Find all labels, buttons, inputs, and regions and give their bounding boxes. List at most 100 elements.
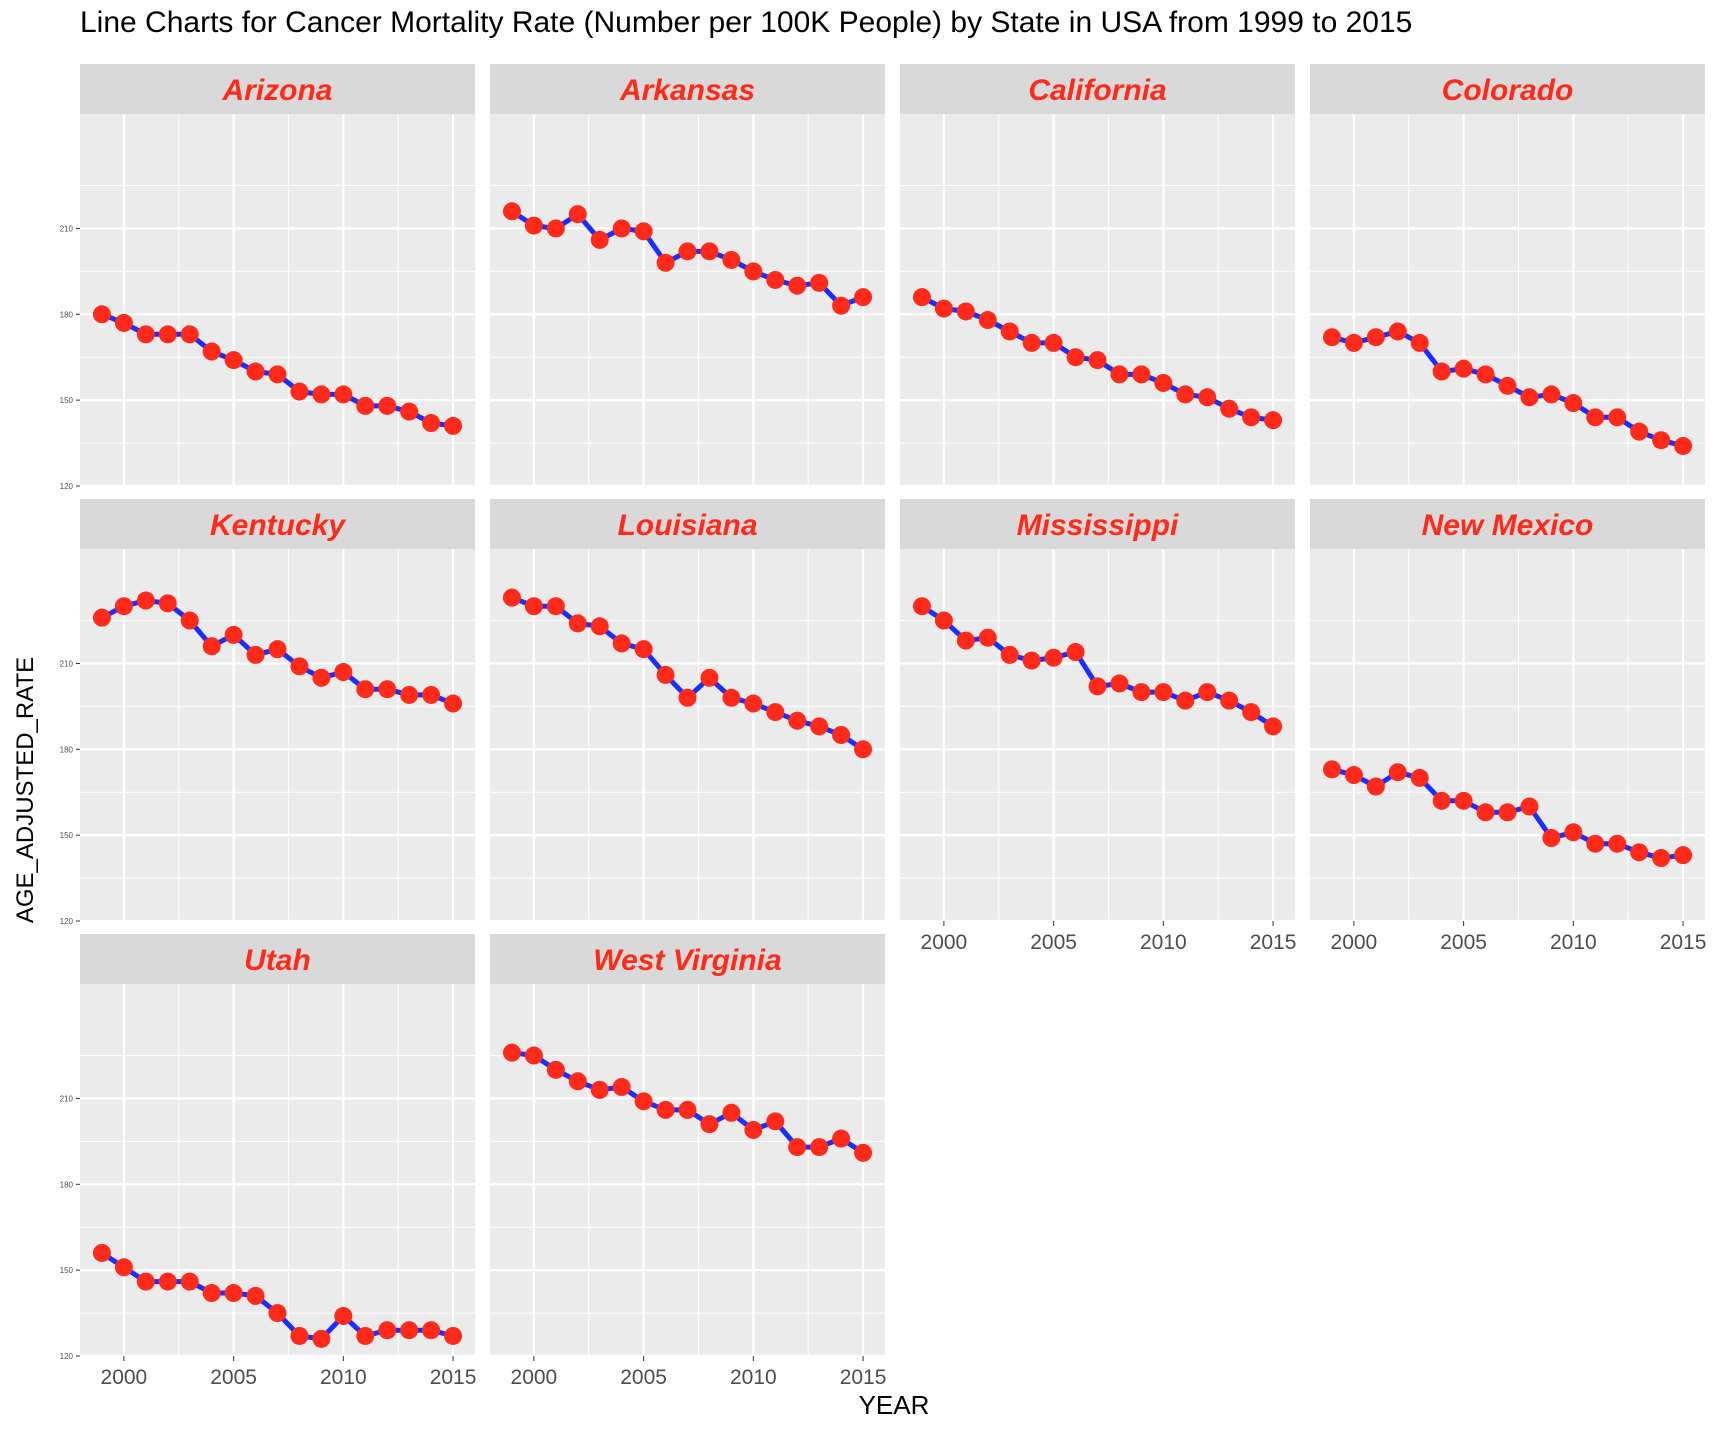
data-point: [136, 1272, 155, 1291]
data-point: [334, 663, 353, 682]
data-point: [832, 296, 851, 315]
y-tick-label: 210: [60, 224, 74, 233]
data-point: [524, 1046, 543, 1065]
data-point: [1242, 703, 1261, 722]
data-point: [1542, 829, 1561, 848]
strip-label: New Mexico: [1422, 509, 1594, 542]
strip-background: [900, 64, 1295, 114]
data-point: [444, 416, 463, 435]
data-point: [956, 302, 975, 321]
data-point: [1608, 834, 1627, 853]
data-point: [912, 597, 931, 616]
data-point: [1432, 362, 1451, 381]
data-point: [1454, 791, 1473, 810]
strip-background: [80, 499, 475, 549]
data-point: [1388, 763, 1407, 782]
data-point: [1520, 388, 1539, 407]
y-tick-label: 150: [60, 831, 74, 840]
data-point: [136, 591, 155, 610]
data-point: [312, 385, 331, 404]
data-point: [810, 1138, 829, 1157]
facet-panel-colorado: Colorado: [1310, 64, 1705, 488]
data-point: [158, 1272, 177, 1291]
data-point: [1044, 333, 1063, 352]
data-point: [568, 205, 587, 224]
data-point: [678, 688, 697, 707]
data-point: [1154, 373, 1173, 392]
data-point: [246, 1286, 265, 1305]
data-point: [1476, 803, 1495, 822]
x-tick-label: 2000: [511, 1366, 558, 1389]
panel-background: [490, 114, 885, 486]
data-point: [590, 230, 609, 249]
data-point: [766, 270, 785, 289]
data-point: [114, 597, 133, 616]
strip-background: [80, 64, 475, 114]
data-point: [524, 597, 543, 616]
data-point: [590, 617, 609, 636]
data-point: [1022, 651, 1041, 670]
data-point: [356, 396, 375, 415]
data-point: [202, 1284, 221, 1303]
strip-label: Colorado: [1442, 74, 1574, 107]
data-point: [1088, 677, 1107, 696]
data-point: [378, 396, 397, 415]
data-point: [678, 242, 697, 261]
data-point: [444, 694, 463, 713]
panel-background: [80, 114, 475, 486]
data-point: [1674, 436, 1693, 455]
data-point: [502, 1043, 521, 1062]
strip-background: [80, 934, 475, 984]
x-tick-label: 2015: [840, 1366, 887, 1389]
data-point: [546, 597, 565, 616]
data-point: [978, 628, 997, 647]
data-point: [766, 1112, 785, 1131]
facet-panel-louisiana: Louisiana: [490, 499, 885, 923]
data-point: [1110, 365, 1129, 384]
y-tick-label: 210: [60, 1094, 74, 1103]
strip-label: Arizona: [221, 74, 332, 107]
strip-background: [490, 499, 885, 549]
data-point: [810, 717, 829, 736]
data-point: [1586, 408, 1605, 427]
x-tick-label: 2005: [620, 1366, 667, 1389]
data-point: [1432, 791, 1451, 810]
data-point: [268, 640, 287, 659]
y-tick-label: 180: [60, 310, 74, 319]
x-tick-label: 2000: [921, 931, 968, 954]
data-point: [934, 611, 953, 630]
data-point: [590, 1080, 609, 1099]
strip-label: Kentucky: [210, 509, 346, 542]
data-point: [634, 222, 653, 241]
data-point: [978, 311, 997, 330]
facet-panel-utah: Utah 120 150 180 210 2000 2005 2010 2015: [60, 934, 476, 1389]
data-point: [832, 726, 851, 744]
x-tick-label: 2010: [1140, 931, 1187, 954]
data-point: [934, 299, 953, 318]
data-point: [1066, 643, 1085, 662]
data-point: [1652, 849, 1671, 868]
data-point: [612, 634, 631, 653]
facet-panel-new-mexico: New Mexico 2000 2005 2010 2015: [1310, 499, 1706, 954]
data-point: [612, 219, 631, 238]
data-point: [656, 1100, 675, 1119]
facet-panel-mississippi: Mississippi 2000 2005 2010 2015: [900, 499, 1296, 954]
data-point: [744, 694, 763, 713]
data-point: [1176, 385, 1195, 404]
data-point: [1410, 768, 1429, 787]
data-point: [832, 1129, 851, 1148]
panel-background: [490, 984, 885, 1356]
data-point: [854, 740, 873, 759]
data-point: [1110, 674, 1129, 693]
data-point: [1022, 333, 1041, 352]
data-point: [114, 313, 133, 332]
strip-label: Arkansas: [619, 74, 755, 107]
data-point: [1366, 777, 1385, 796]
data-point: [788, 711, 807, 730]
data-point: [1176, 691, 1195, 710]
facet-panel-arkansas: Arkansas: [490, 64, 885, 488]
data-point: [268, 365, 287, 384]
y-tick-label: 120: [60, 917, 74, 926]
data-point: [568, 614, 587, 633]
